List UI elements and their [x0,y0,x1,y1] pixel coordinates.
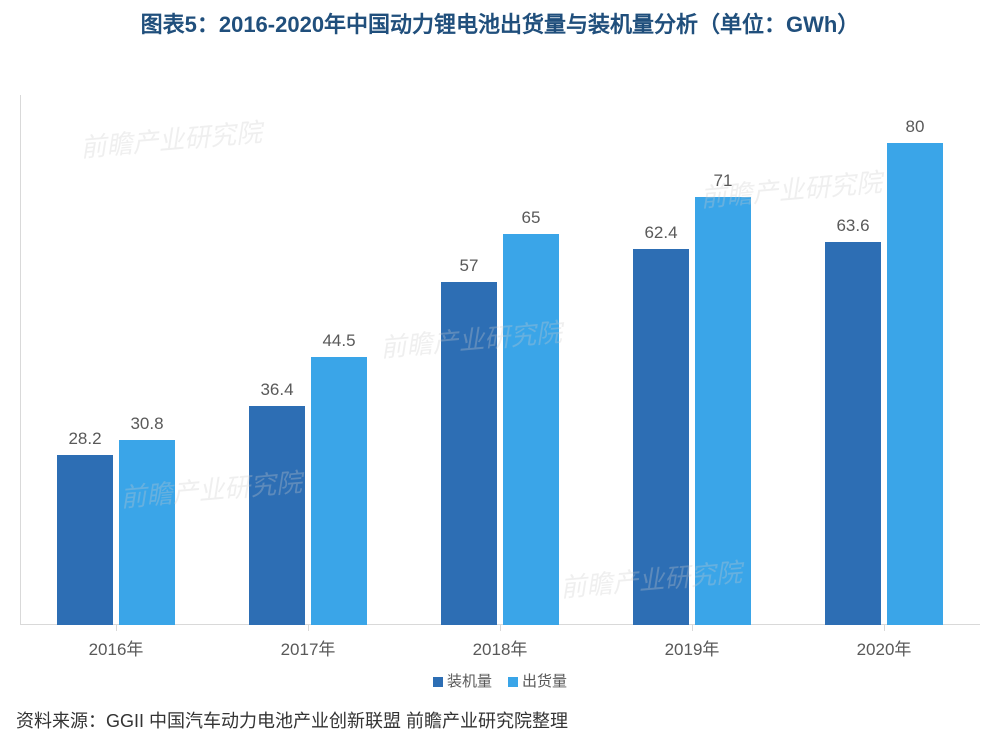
x-tick [308,625,309,631]
x-tick [692,625,693,631]
bar-label: 80 [877,117,953,137]
bar-label: 57 [431,256,507,276]
x-tick [884,625,885,631]
legend-swatch [433,677,443,687]
x-axis-label: 2016年 [20,635,212,660]
bar-label: 62.4 [623,223,699,243]
chart-container: { "title": { "text": "图表5：2016-2020年中国动力… [0,0,1000,737]
bar-出货量-2019年 [695,197,751,625]
chart-title: 图表5：2016-2020年中国动力锂电池出货量与装机量分析（单位：GWh） [0,0,1000,41]
bar-装机量-2018年 [441,282,497,625]
bar-出货量-2017年 [311,357,367,625]
legend-label: 装机量 [447,673,492,690]
bar-出货量-2018年 [503,234,559,625]
legend: 装机量 出货量 [0,670,1000,691]
bar-装机量-2017年 [249,406,305,625]
bar-label: 44.5 [301,331,377,351]
x-axis-label: 2018年 [404,635,596,660]
x-axis-label: 2019年 [596,635,788,660]
bar-label: 63.6 [815,216,891,236]
bar-出货量-2020年 [887,143,943,625]
bar-装机量-2020年 [825,242,881,625]
bar-label: 30.8 [109,414,185,434]
y-axis-line [20,95,21,625]
x-tick [500,625,501,631]
legend-swatch [508,677,518,687]
x-axis-label: 2020年 [788,635,980,660]
source-text: 资料来源：GGII 中国汽车动力电池产业创新联盟 前瞻产业研究院整理 [16,707,568,733]
bar-label: 65 [493,208,569,228]
bar-装机量-2016年 [57,455,113,625]
bar-label: 71 [685,171,761,191]
bar-label: 36.4 [239,380,315,400]
x-axis-label: 2017年 [212,635,404,660]
legend-item: 出货量 [508,670,567,691]
legend-item: 装机量 [433,670,492,691]
legend-label: 出货量 [522,673,567,690]
plot-area: 28.230.836.444.5576562.47163.680 2016年20… [20,95,980,625]
bar-出货量-2016年 [119,440,175,626]
x-tick [116,625,117,631]
bar-装机量-2019年 [633,249,689,625]
